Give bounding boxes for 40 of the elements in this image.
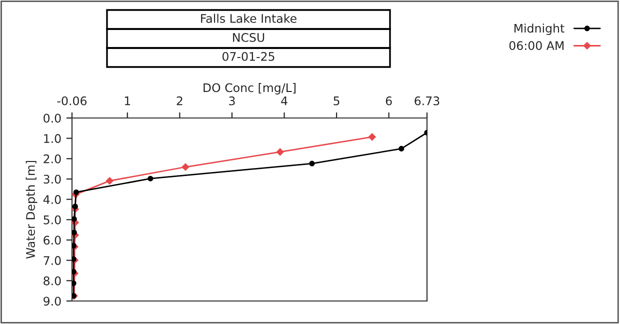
point [72,204,78,210]
point [72,256,76,262]
x-tick-label: 6 [386,96,392,106]
y-tick-label: 8.0 [44,276,61,286]
point [72,216,77,222]
x-tick-label: 6.73 [414,96,440,106]
x-tick-label: -0.06 [57,96,87,106]
point [72,268,76,274]
point [309,160,315,166]
y-tick-label: 4.0 [43,195,61,204]
y-tick-label: 7.0 [44,256,61,265]
chart-title: Falls Lake Intake [201,14,296,23]
y-tick-label: 9.0 [44,296,61,306]
point [398,146,404,152]
y-tick-label: 2.0 [44,154,61,164]
legend-label: 06:00 AM [509,41,564,50]
x-axis-title: DO Conc [mg/L] [204,83,296,94]
y-tick-label: 6.0 [44,236,61,245]
x-tick-label: 5 [334,96,340,106]
x-tick-label: 4 [281,96,288,106]
x-tick-label: 1 [124,96,130,106]
legend-label: Midnight [514,24,564,36]
point [148,176,154,182]
text: 07-01-25 [222,52,274,61]
point [73,189,79,195]
point [72,230,77,236]
chart-subtitle: NCSU [233,32,264,42]
point [72,242,76,248]
y-tick-label: 3.0 [44,174,61,184]
point [276,148,284,156]
point [72,280,76,286]
y-tick-label: 5.0 [44,215,61,224]
point [368,132,376,141]
x-tick-label: 2 [176,96,182,106]
x-tick-label: 3 [229,96,235,106]
point [106,176,114,185]
y-tick-label: 1.0 [44,134,61,143]
y-axis-title: Water Depth [m] [26,160,38,259]
point [182,163,190,171]
y-tick-label: 0.0 [44,114,61,123]
